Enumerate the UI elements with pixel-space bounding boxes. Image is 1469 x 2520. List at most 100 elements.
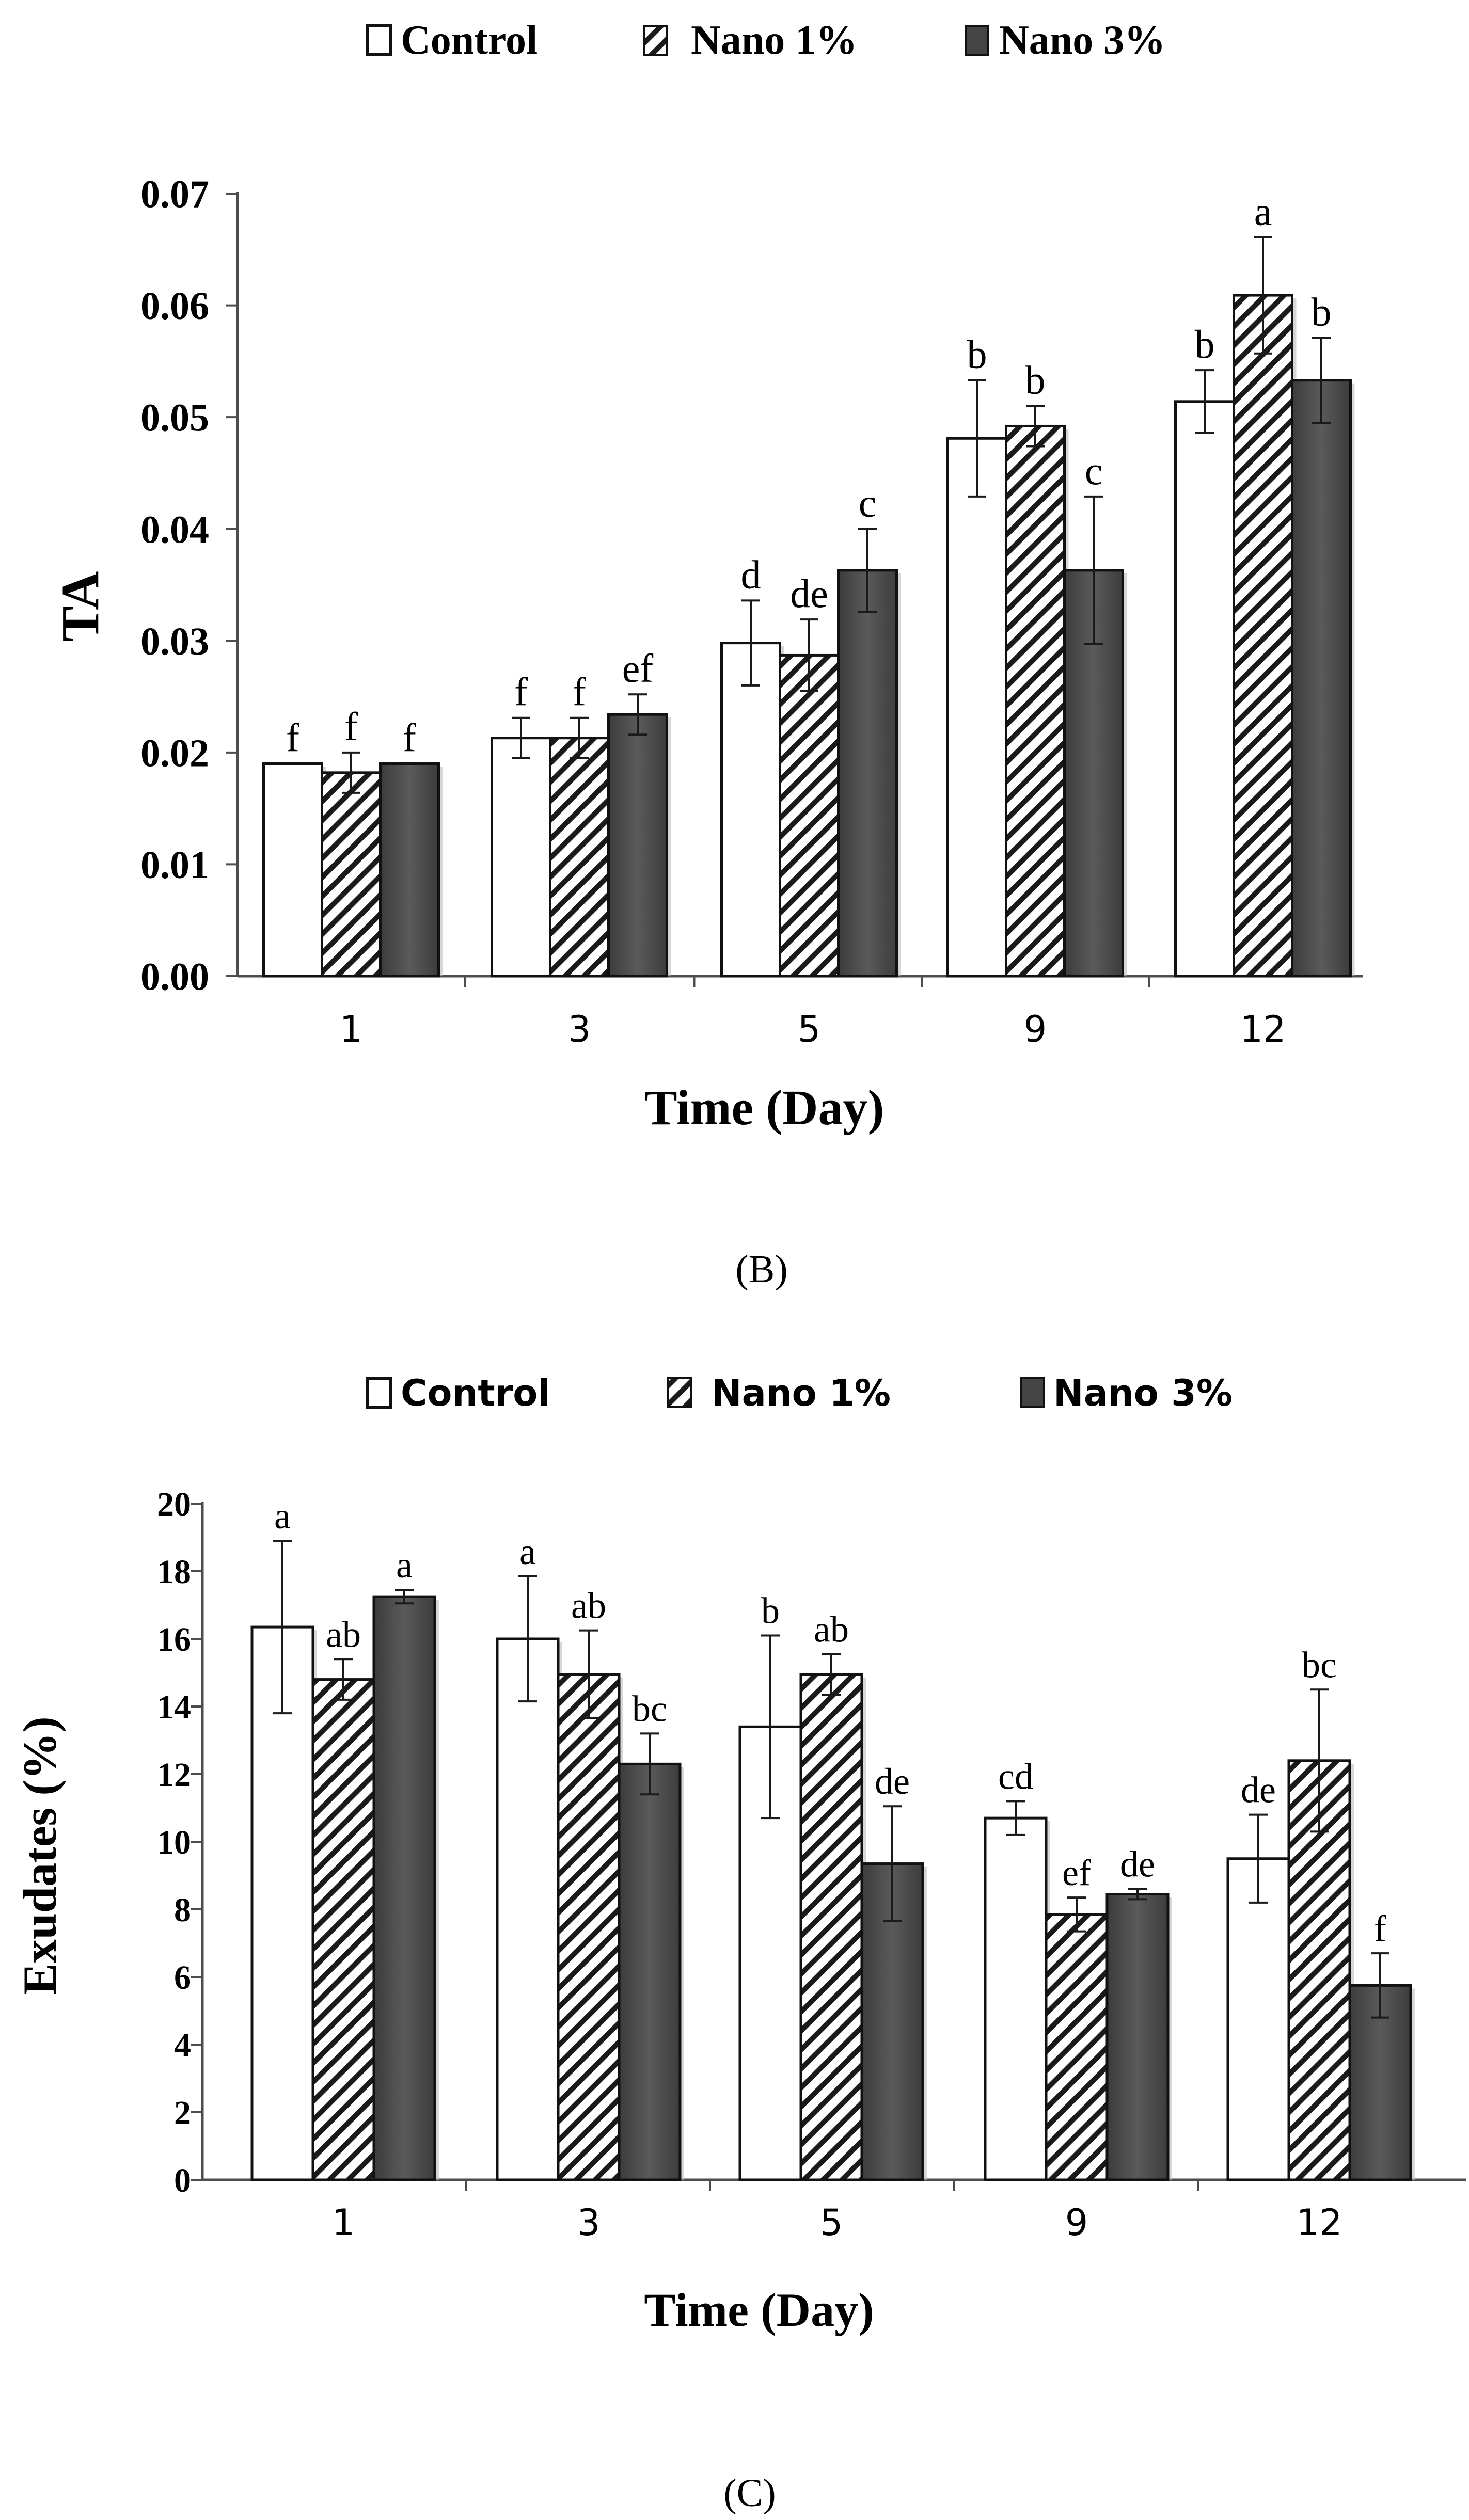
- significance-letter-nano1-day-12: bc: [1302, 1644, 1337, 1685]
- bar-nano1-day-1: [321, 771, 382, 978]
- bar-control-day-9: [984, 1816, 1048, 2181]
- x-tick-label-b: 3: [568, 1008, 591, 1050]
- legend-b-nano1-label: Nano 1%: [691, 18, 857, 63]
- significance-letter-control-day-5: d: [741, 552, 761, 597]
- legend-c-nano1: Nano 1%: [667, 1372, 891, 1414]
- significance-letter-nano1-day-3: f: [573, 669, 586, 714]
- bar-nano3-day-12: [1291, 379, 1352, 978]
- bar-control-day-3: [496, 1637, 560, 2181]
- error-bar-nano1-day-12: [1310, 1688, 1329, 1833]
- significance-letter-control-day-9: b: [967, 332, 987, 377]
- x-tick-label-b: 5: [798, 1008, 821, 1050]
- error-bar-control-day-9: [1006, 1800, 1025, 1836]
- x-axis-title-c: Time (Day): [644, 2284, 874, 2336]
- x-axis-title-b: Time (Day): [644, 1080, 884, 1135]
- legend-c-control: Control: [366, 1372, 550, 1414]
- error-bar-nano1-day-1: [342, 751, 360, 794]
- significance-letter-nano1-day-5: ab: [814, 1608, 849, 1650]
- chart-c: Control Nano 1% Nano 3% 0 2 4 6 8 10 12 14 16 18 2…: [13, 1372, 1466, 2515]
- bar-control-day-1: [262, 762, 323, 978]
- y-tick-label-b: 0.02: [140, 731, 209, 775]
- x-tick-label-b: 1: [340, 1008, 363, 1050]
- bar-nano1-day-3: [557, 1673, 621, 2181]
- bar-control-day-12: [1174, 400, 1235, 978]
- y-tick-label-b: 0.04: [140, 508, 209, 551]
- y-tick-label-b: 0.01: [140, 843, 209, 887]
- y-tick-label-c: 6: [174, 1959, 191, 1997]
- significance-letter-nano3-day-1: a: [396, 1544, 413, 1586]
- significance-letter-nano1-day-5: de: [790, 571, 828, 616]
- filled-square-icon: [1020, 1377, 1045, 1408]
- y-tick-label-c: 16: [157, 1621, 191, 1658]
- significance-letter-control-day-12: b: [1195, 322, 1215, 366]
- significance-letter-control-day-9: cd: [998, 1756, 1033, 1797]
- y-tick-label-c: 4: [174, 2027, 191, 2064]
- legend-b-nano3-label: Nano 3%: [999, 18, 1165, 63]
- bar-nano3-day-3: [618, 1762, 682, 2181]
- significance-letter-control-day-1: a: [274, 1495, 291, 1537]
- legend-c-nano3-label: Nano 3%: [1053, 1372, 1233, 1414]
- error-bar-control-day-3: [512, 716, 530, 759]
- error-bar-control-day-12: [1195, 369, 1214, 434]
- y-tick-label-b: 0.05: [140, 396, 209, 440]
- x-tick-label-c: 3: [577, 2202, 601, 2244]
- x-tick-label-c: 9: [1065, 2202, 1088, 2244]
- significance-letter-nano1-day-1: f: [344, 704, 358, 749]
- bar-nano1-day-3: [549, 737, 610, 978]
- y-tick-label-b: 0.00: [140, 955, 209, 999]
- x-tick-label-c: 1: [332, 2202, 355, 2244]
- error-bar-control-day-1: [273, 1540, 292, 1715]
- chart-b: Control Nano 1% Nano 3% 0.00 0.01 0.02 0.03…: [51, 18, 1363, 1291]
- error-bar-nano1-day-12: [1254, 236, 1272, 355]
- legend-b-control-label: Control: [401, 18, 538, 63]
- significance-letter-nano3-day-5: c: [859, 481, 877, 525]
- error-bar-control-day-3: [518, 1575, 537, 1703]
- error-bar-nano3-day-9: [1128, 1888, 1147, 1901]
- bar-nano3-day-1: [372, 1595, 436, 2181]
- bar-nano1-day-9: [1045, 1913, 1109, 2181]
- panel-label-c: (C): [723, 2471, 776, 2515]
- y-tick-label-b: 0.03: [140, 620, 209, 663]
- significance-letter-control-day-5: b: [761, 1590, 780, 1631]
- bar-nano1-day-12: [1233, 294, 1293, 978]
- bar-nano3-day-1: [379, 762, 440, 978]
- bar-control-day-3: [491, 737, 551, 978]
- legend-b-control: Control: [366, 18, 538, 63]
- error-bar-nano1-day-3: [579, 1629, 598, 1719]
- legend-c-control-label: Control: [401, 1372, 550, 1414]
- significance-letter-nano3-day-3: ef: [622, 646, 654, 691]
- bar-control-day-9: [946, 437, 1007, 978]
- y-tick-label-c: 2: [174, 2094, 191, 2132]
- y-tick-label-c: 14: [157, 1688, 191, 1726]
- hatched-square-icon: [643, 25, 668, 56]
- bar-nano1-day-5: [779, 653, 840, 978]
- bar-nano3-day-5: [837, 569, 898, 978]
- significance-letter-nano3-day-12: b: [1312, 289, 1332, 334]
- y-axis-title-b: TA: [51, 571, 110, 642]
- error-bar-nano1-day-1: [334, 1658, 353, 1701]
- bar-control-day-12: [1226, 1857, 1290, 2181]
- significance-letter-control-day-1: f: [286, 715, 299, 760]
- significance-letter-nano1-day-1: ab: [326, 1614, 361, 1655]
- legend-c-nano1-label: Nano 1%: [712, 1372, 891, 1414]
- hollow-square-icon: [366, 24, 392, 56]
- legend-c: Control Nano 1% Nano 3%: [366, 1372, 1233, 1414]
- legend-b: Control Nano 1% Nano 3%: [366, 18, 1165, 63]
- legend-c-nano3: Nano 3%: [1020, 1372, 1233, 1414]
- error-bar-control-day-5: [761, 1634, 780, 1820]
- significance-letter-nano3-day-9: de: [1120, 1844, 1155, 1885]
- error-bar-nano3-day-1: [395, 1589, 414, 1605]
- bar-nano3-day-3: [607, 713, 668, 978]
- y-tick-label-b: 0.06: [140, 284, 209, 328]
- error-bar-control-day-12: [1249, 1813, 1268, 1904]
- significance-letter-nano1-day-9: b: [1025, 357, 1046, 402]
- error-bar-nano3-day-5: [883, 1805, 902, 1922]
- x-tick-label-b: 12: [1240, 1008, 1286, 1050]
- y-tick-label-c: 12: [157, 1756, 191, 1794]
- error-bar-nano1-day-9: [1026, 405, 1045, 448]
- bar-control-day-5: [720, 642, 781, 978]
- bar-control-day-1: [250, 1625, 314, 2181]
- legend-b-nano1: Nano 1%: [643, 18, 857, 63]
- bar-nano1-day-5: [799, 1673, 863, 2181]
